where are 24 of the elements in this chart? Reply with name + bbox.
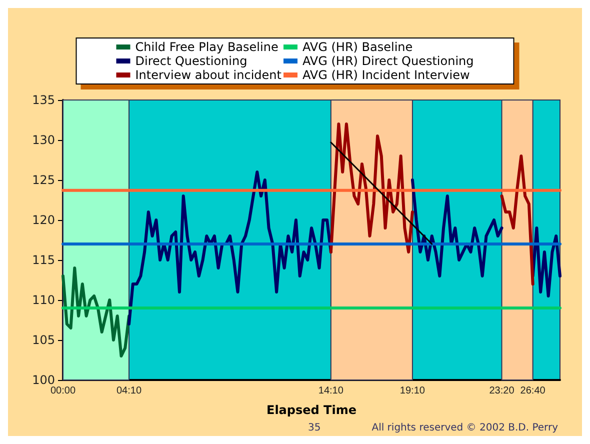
x-axis-title: Elapsed Time — [266, 403, 356, 417]
text: All rights reserved © 2002 B.D. Perry — [372, 422, 558, 434]
y-tick-label: 110 — [32, 293, 55, 307]
y-tick-label: 135 — [32, 93, 55, 107]
legend-label: AVG (HR) Incident Interview — [302, 68, 470, 82]
x-tick-label: 00:00 — [50, 386, 76, 396]
x-tick-label: 14:10 — [318, 386, 344, 396]
y-tick-label: 105 — [32, 333, 55, 347]
legend-label: Direct Questioning — [135, 54, 248, 68]
legend-label: AVG (HR) Direct Questioning — [302, 54, 474, 68]
y-tick-label: 130 — [32, 133, 55, 147]
y-tick-label: 115 — [32, 253, 55, 267]
x-tick-label: 23:20 — [489, 386, 515, 396]
text: 35 — [308, 422, 321, 434]
y-tick-label: 125 — [32, 173, 55, 187]
x-tick-label: 26:40 — [520, 386, 546, 396]
legend-label: Interview about incident — [135, 68, 282, 82]
y-tick-label: 100 — [32, 373, 55, 387]
legend-label: AVG (HR) Baseline — [302, 40, 413, 54]
legend-label: Child Free Play Baseline — [135, 40, 278, 54]
x-tick-label: 19:10 — [400, 386, 426, 396]
x-tick-label: 04:10 — [116, 386, 142, 396]
y-tick-label: 120 — [32, 213, 55, 227]
line-series — [62, 266, 131, 358]
